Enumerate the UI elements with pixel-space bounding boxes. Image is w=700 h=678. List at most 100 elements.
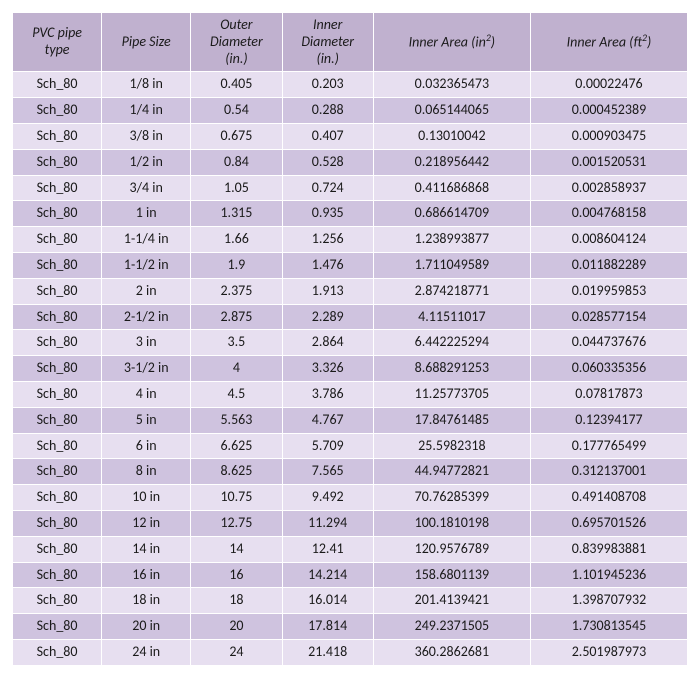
- table-row: Sch_808 in8.6257.56544.947728210.3121370…: [13, 459, 688, 485]
- cell-inner-area-ft: 0.028577154: [530, 304, 687, 330]
- cell-inner-area-in: 8.688291253: [373, 356, 530, 382]
- cell-pipe-type: Sch_80: [13, 407, 102, 433]
- cell-inner-diameter: 0.407: [282, 123, 373, 149]
- cell-outer-diameter: 3.5: [191, 330, 282, 356]
- cell-pipe-size: 2 in: [102, 278, 191, 304]
- cell-pipe-type: Sch_80: [13, 588, 102, 614]
- cell-pipe-size: 10 in: [102, 485, 191, 511]
- table-row: Sch_8010 in10.759.49270.762853990.491408…: [13, 485, 688, 511]
- cell-outer-diameter: 2.375: [191, 278, 282, 304]
- cell-inner-area-in: 1.238993877: [373, 227, 530, 253]
- cell-inner-diameter: 4.767: [282, 407, 373, 433]
- cell-pipe-size: 1-1/2 in: [102, 252, 191, 278]
- header-inner-area-in: Inner Area (in2): [373, 13, 530, 72]
- cell-outer-diameter: 4: [191, 356, 282, 382]
- cell-outer-diameter: 10.75: [191, 485, 282, 511]
- cell-inner-area-ft: 0.001520531: [530, 149, 687, 175]
- cell-inner-diameter: 2.289: [282, 304, 373, 330]
- cell-inner-diameter: 7.565: [282, 459, 373, 485]
- cell-inner-area-in: 0.065144065: [373, 98, 530, 124]
- cell-pipe-size: 8 in: [102, 459, 191, 485]
- cell-inner-area-in: 44.94772821: [373, 459, 530, 485]
- cell-inner-diameter: 0.203: [282, 72, 373, 98]
- cell-pipe-type: Sch_80: [13, 278, 102, 304]
- table-row: Sch_801/8 in0.4050.2030.0323654730.00022…: [13, 72, 688, 98]
- cell-pipe-size: 18 in: [102, 588, 191, 614]
- header-inner-diameter: Inner Diameter (in.): [282, 13, 373, 72]
- cell-inner-area-ft: 0.177765499: [530, 433, 687, 459]
- cell-pipe-size: 6 in: [102, 433, 191, 459]
- cell-pipe-type: Sch_80: [13, 639, 102, 665]
- cell-inner-diameter: 0.724: [282, 175, 373, 201]
- table-row: Sch_8014 in1412.41120.95767890.839983881: [13, 536, 688, 562]
- cell-outer-diameter: 1.9: [191, 252, 282, 278]
- cell-pipe-size: 1 in: [102, 201, 191, 227]
- cell-pipe-size: 1/8 in: [102, 72, 191, 98]
- table-row: Sch_801/2 in0.840.5280.2189564420.001520…: [13, 149, 688, 175]
- table-row: Sch_803 in3.52.8646.4422252940.044737676: [13, 330, 688, 356]
- cell-pipe-type: Sch_80: [13, 252, 102, 278]
- table-row: Sch_805 in5.5634.76717.847614850.1239417…: [13, 407, 688, 433]
- cell-inner-area-in: 2.874218771: [373, 278, 530, 304]
- cell-pipe-size: 12 in: [102, 510, 191, 536]
- cell-inner-area-ft: 0.011882289: [530, 252, 687, 278]
- cell-inner-area-ft: 0.491408708: [530, 485, 687, 511]
- table-row: Sch_804 in4.53.78611.257737050.07817873: [13, 381, 688, 407]
- cell-inner-diameter: 3.326: [282, 356, 373, 382]
- cell-inner-area-in: 70.76285399: [373, 485, 530, 511]
- cell-inner-diameter: 14.214: [282, 562, 373, 588]
- cell-pipe-type: Sch_80: [13, 510, 102, 536]
- cell-inner-area-in: 249.2371505: [373, 614, 530, 640]
- table-row: Sch_8012 in12.7511.294100.18101980.69570…: [13, 510, 688, 536]
- pipe-dimensions-table: PVC pipe type Pipe Size Outer Diameter (…: [12, 12, 688, 666]
- cell-outer-diameter: 24: [191, 639, 282, 665]
- cell-inner-area-ft: 0.008604124: [530, 227, 687, 253]
- cell-pipe-size: 3/4 in: [102, 175, 191, 201]
- cell-inner-area-ft: 1.398707932: [530, 588, 687, 614]
- cell-pipe-size: 3 in: [102, 330, 191, 356]
- table-row: Sch_803-1/2 in43.3268.6882912530.0603353…: [13, 356, 688, 382]
- table-row: Sch_803/4 in1.050.7240.4116868680.002858…: [13, 175, 688, 201]
- cell-pipe-type: Sch_80: [13, 304, 102, 330]
- cell-inner-area-ft: 1.730813545: [530, 614, 687, 640]
- cell-pipe-type: Sch_80: [13, 459, 102, 485]
- cell-outer-diameter: 4.5: [191, 381, 282, 407]
- cell-inner-area-ft: 0.695701526: [530, 510, 687, 536]
- cell-pipe-type: Sch_80: [13, 433, 102, 459]
- cell-pipe-type: Sch_80: [13, 562, 102, 588]
- table-row: Sch_803/8 in0.6750.4070.130100420.000903…: [13, 123, 688, 149]
- cell-inner-area-in: 158.6801139: [373, 562, 530, 588]
- cell-inner-area-in: 0.686614709: [373, 201, 530, 227]
- table-row: Sch_8024 in2421.418360.28626812.50198797…: [13, 639, 688, 665]
- cell-pipe-size: 2-1/2 in: [102, 304, 191, 330]
- cell-inner-area-in: 201.4139421: [373, 588, 530, 614]
- cell-inner-area-ft: 0.002858937: [530, 175, 687, 201]
- cell-pipe-type: Sch_80: [13, 201, 102, 227]
- cell-inner-diameter: 0.288: [282, 98, 373, 124]
- table-body: Sch_801/8 in0.4050.2030.0323654730.00022…: [13, 72, 688, 665]
- table-row: Sch_802-1/2 in2.8752.2894.115110170.0285…: [13, 304, 688, 330]
- cell-outer-diameter: 5.563: [191, 407, 282, 433]
- table-row: Sch_806 in6.6255.70925.59823180.17776549…: [13, 433, 688, 459]
- cell-pipe-size: 3/8 in: [102, 123, 191, 149]
- cell-inner-diameter: 9.492: [282, 485, 373, 511]
- cell-inner-area-in: 120.9576789: [373, 536, 530, 562]
- header-inner-area-ft: Inner Area (ft2): [530, 13, 687, 72]
- cell-pipe-type: Sch_80: [13, 485, 102, 511]
- cell-inner-area-ft: 0.12394177: [530, 407, 687, 433]
- cell-outer-diameter: 2.875: [191, 304, 282, 330]
- cell-pipe-size: 24 in: [102, 639, 191, 665]
- cell-outer-diameter: 14: [191, 536, 282, 562]
- cell-pipe-size: 20 in: [102, 614, 191, 640]
- table-row: Sch_801-1/2 in1.91.4761.7110495890.01188…: [13, 252, 688, 278]
- cell-outer-diameter: 8.625: [191, 459, 282, 485]
- cell-inner-diameter: 1.476: [282, 252, 373, 278]
- cell-inner-area-in: 360.2862681: [373, 639, 530, 665]
- cell-outer-diameter: 12.75: [191, 510, 282, 536]
- cell-inner-area-ft: 0.000903475: [530, 123, 687, 149]
- cell-inner-area-in: 6.442225294: [373, 330, 530, 356]
- table-row: Sch_801/4 in0.540.2880.0651440650.000452…: [13, 98, 688, 124]
- cell-outer-diameter: 20: [191, 614, 282, 640]
- cell-pipe-type: Sch_80: [13, 98, 102, 124]
- cell-pipe-type: Sch_80: [13, 381, 102, 407]
